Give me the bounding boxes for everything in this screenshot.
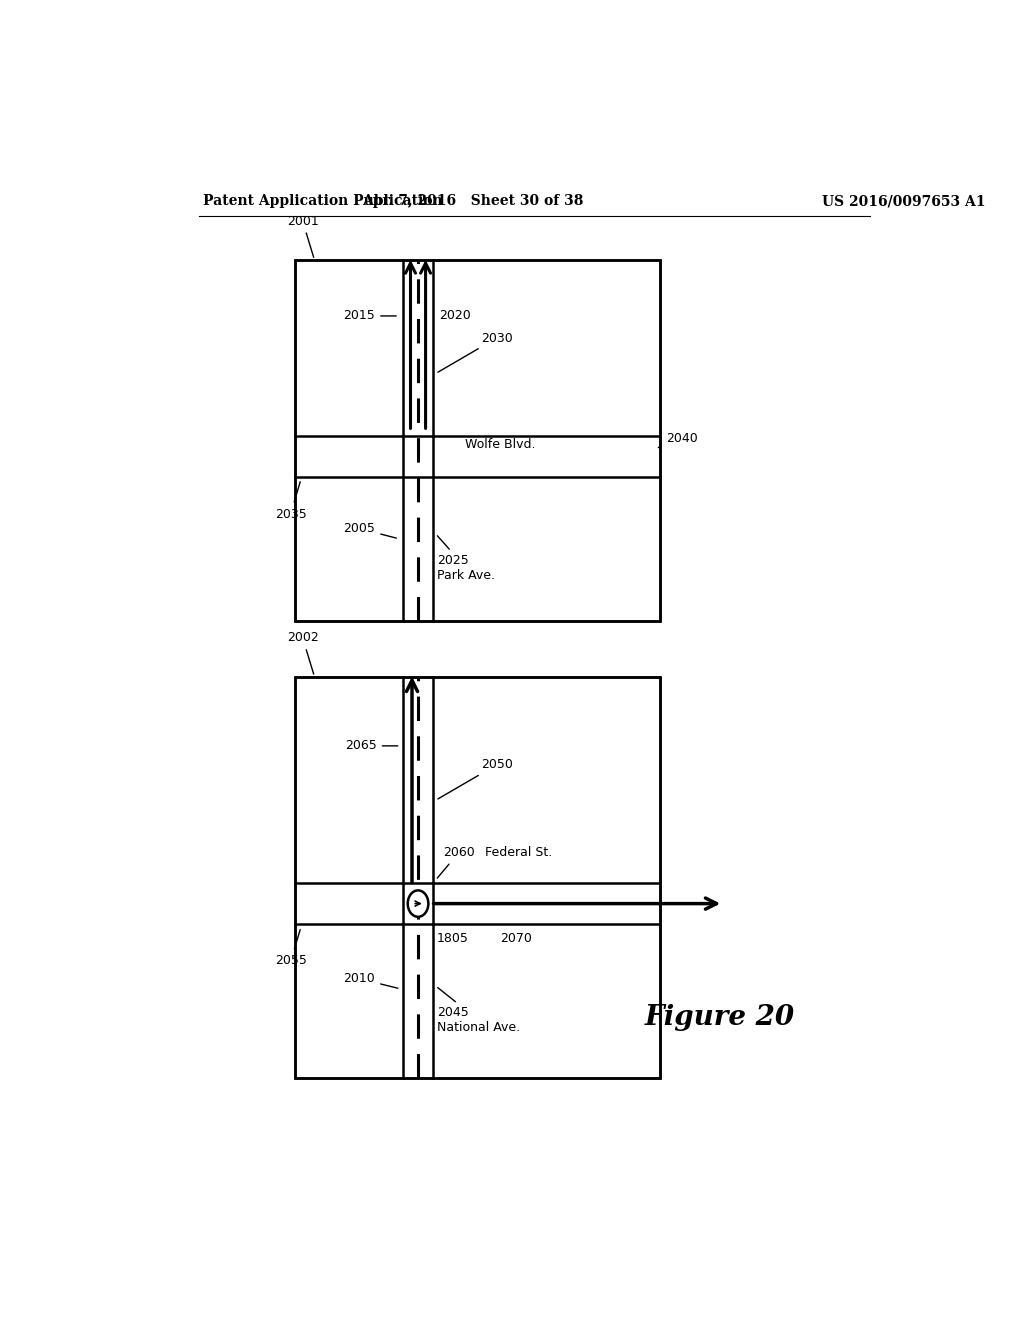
Text: 2050: 2050 [438,758,513,799]
Text: 2070: 2070 [501,932,532,945]
Text: 2015: 2015 [343,309,396,322]
Text: 2065: 2065 [345,739,397,752]
Circle shape [408,891,428,917]
Bar [295,677,659,1078]
Text: 2030: 2030 [438,331,512,372]
Text: 1805: 1805 [437,932,469,945]
Bar [295,677,659,1078]
Text: 2055: 2055 [274,929,307,968]
Text: Federal St.: Federal St. [484,846,552,859]
Text: US 2016/0097653 A1: US 2016/0097653 A1 [822,194,986,209]
Text: Wolfe Blvd.: Wolfe Blvd. [465,438,536,451]
Text: Figure 20: Figure 20 [644,1003,795,1031]
Text: 2045
National Ave.: 2045 National Ave. [437,987,520,1034]
Bar [295,260,659,620]
Text: 2002: 2002 [287,631,318,675]
Text: Patent Application Publication: Patent Application Publication [204,194,443,209]
Text: 2060: 2060 [437,846,474,878]
Text: 2001: 2001 [287,215,318,257]
Bar [295,260,659,620]
Text: 2020: 2020 [439,309,471,322]
Text: 2010: 2010 [343,973,398,989]
Text: 2035: 2035 [274,482,306,520]
Text: Apr. 7, 2016   Sheet 30 of 38: Apr. 7, 2016 Sheet 30 of 38 [362,194,584,209]
Text: 2040: 2040 [658,432,697,447]
Text: 2025
Park Ave.: 2025 Park Ave. [437,536,495,582]
Text: 2005: 2005 [343,523,396,539]
